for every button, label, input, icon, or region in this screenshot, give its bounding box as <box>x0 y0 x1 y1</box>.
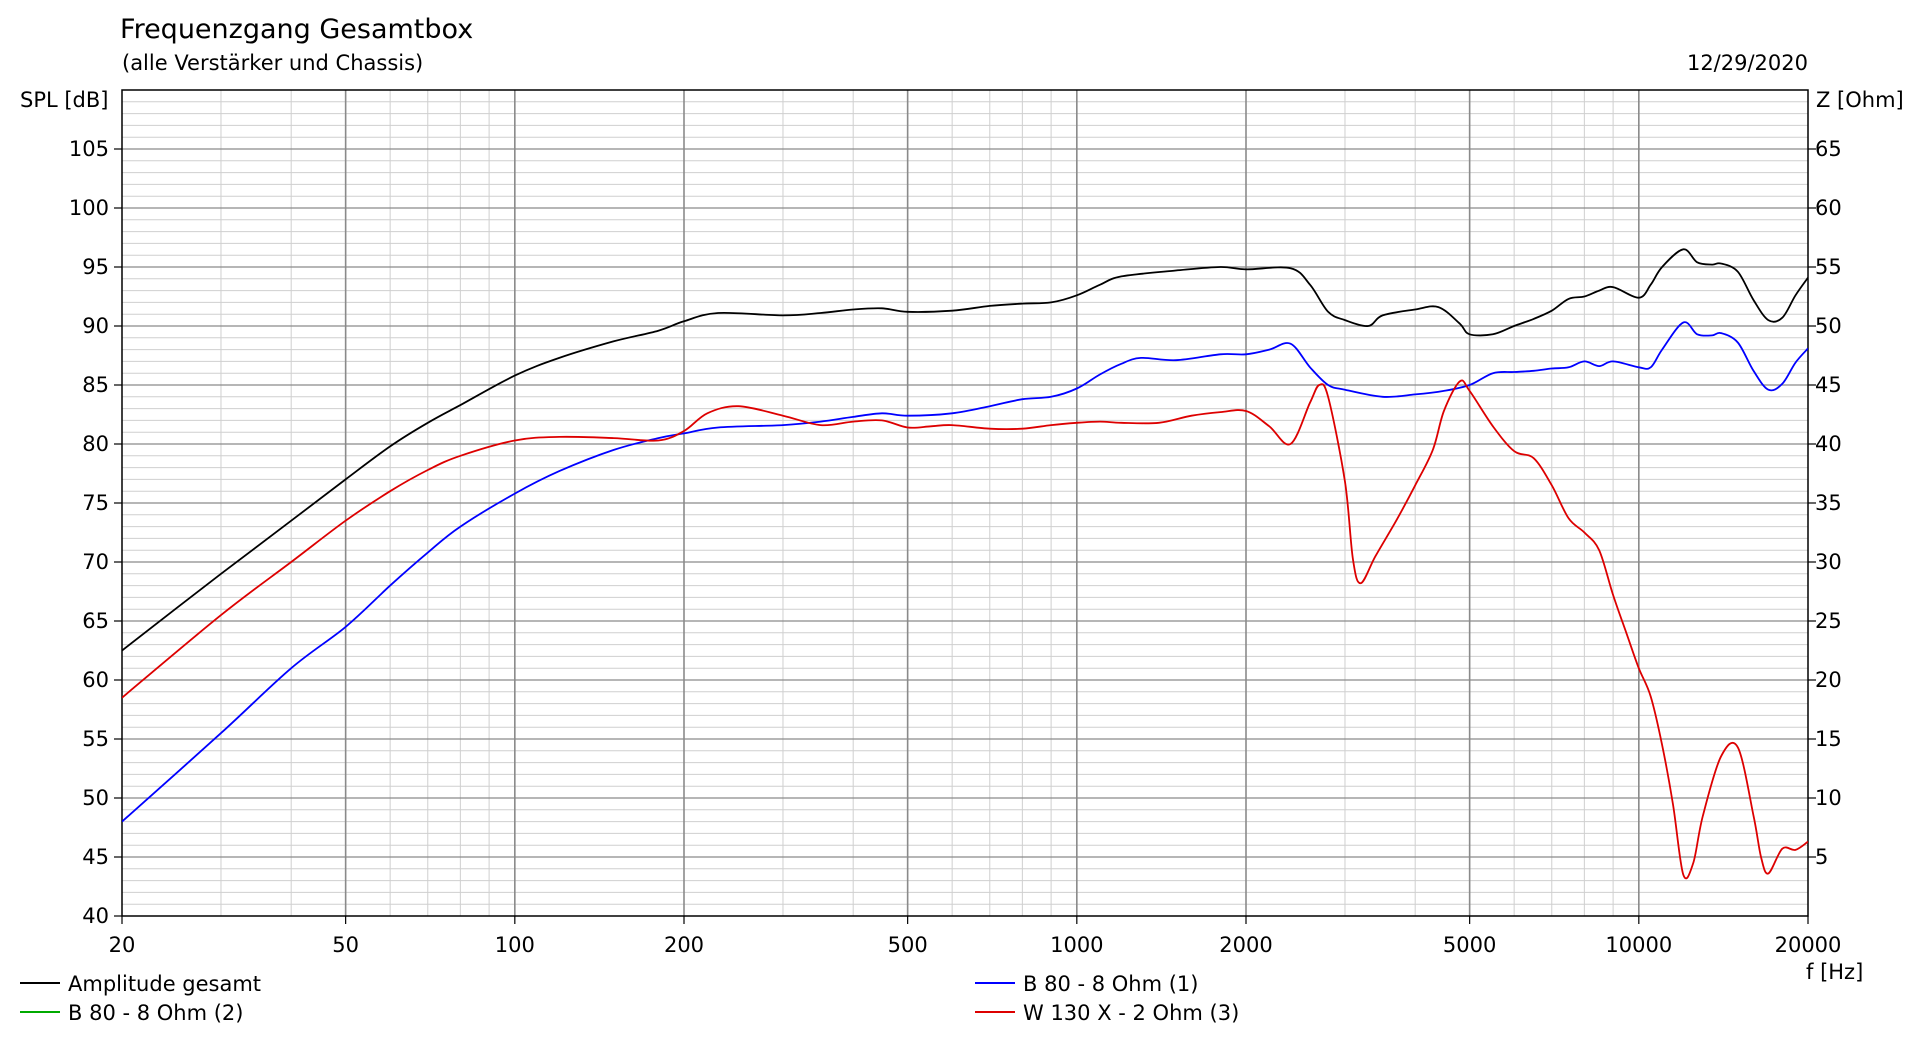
y-tick-label: 100 <box>69 196 109 220</box>
y-tick-label: 70 <box>82 550 109 574</box>
x-tick-label: 1000 <box>1050 933 1103 957</box>
y2-tick-label: 60 <box>1815 196 1842 220</box>
x-tick-label: 2000 <box>1219 933 1272 957</box>
x-tick-label: 50 <box>332 933 359 957</box>
major-grid <box>122 90 1808 916</box>
y-tick-label: 50 <box>82 786 109 810</box>
y2-tick-label: 50 <box>1815 314 1842 338</box>
chart-date: 12/29/2020 <box>1687 51 1808 75</box>
y2-tick-label: 35 <box>1815 491 1842 515</box>
y-axis-label: SPL [dB] <box>20 88 109 112</box>
y-tick-label: 85 <box>82 373 109 397</box>
y2-tick-label: 5 <box>1815 845 1828 869</box>
y-tick-label: 40 <box>82 904 109 928</box>
y2-tick-label: 15 <box>1815 727 1842 751</box>
legend-item-amplitude-gesamt: Amplitude gesamt <box>20 972 261 996</box>
series-line-b80-1 <box>122 321 1808 823</box>
y-tick-label: 95 <box>82 255 109 279</box>
legend-label-w130x: W 130 X - 2 Ohm (3) <box>1023 1001 1239 1025</box>
y2-tick-label: 25 <box>1815 609 1842 633</box>
series-line-amplitude-gesamt <box>122 248 1808 652</box>
x-tick-label: 500 <box>888 933 928 957</box>
x-tick-label: 20000 <box>1775 933 1842 957</box>
x-tick-label: 5000 <box>1443 933 1496 957</box>
y-tick-label: 90 <box>82 314 109 338</box>
chart-subtitle: (alle Verstärker und Chassis) <box>122 51 423 75</box>
y-tick-label: 65 <box>82 609 109 633</box>
legend: Amplitude gesamt B 80 - 8 Ohm (1) B 80 -… <box>20 972 1239 1025</box>
chart-title: Frequenzgang Gesamtbox <box>120 14 473 45</box>
y2-tick-label: 55 <box>1815 255 1842 279</box>
x-tick-label: 20 <box>109 933 136 957</box>
y2-tick-label: 20 <box>1815 668 1842 692</box>
x-tick-label: 100 <box>495 933 535 957</box>
x-tick-label: 10000 <box>1605 933 1672 957</box>
y2-tick-label: 45 <box>1815 373 1842 397</box>
y2-tick-label: 30 <box>1815 550 1842 574</box>
y-tick-label: 80 <box>82 432 109 456</box>
x-tick-label: 200 <box>664 933 704 957</box>
series-layer <box>122 248 1808 880</box>
legend-label-b80-1: B 80 - 8 Ohm (1) <box>1023 972 1199 996</box>
legend-item-w130x: W 130 X - 2 Ohm (3) <box>975 1001 1239 1025</box>
y-tick-label: 55 <box>82 727 109 751</box>
y-tick-label: 60 <box>82 668 109 692</box>
y2-tick-label: 10 <box>1815 786 1842 810</box>
y2-tick-label: 40 <box>1815 432 1842 456</box>
y-tick-label: 105 <box>69 137 109 161</box>
y2-axis-label: Z [Ohm] <box>1816 88 1904 112</box>
y2-tick-label: 65 <box>1815 137 1842 161</box>
legend-label-b80-2: B 80 - 8 Ohm (2) <box>68 1001 244 1025</box>
x-axis-label: f [Hz] <box>1806 960 1863 984</box>
y-tick-label: 45 <box>82 845 109 869</box>
series-line-w130x <box>122 379 1808 880</box>
legend-item-b80-1: B 80 - 8 Ohm (1) <box>975 972 1199 996</box>
legend-label-amplitude-gesamt: Amplitude gesamt <box>68 972 261 996</box>
legend-item-b80-2: B 80 - 8 Ohm (2) <box>20 1001 244 1025</box>
y-tick-label: 75 <box>82 491 109 515</box>
axis-layer: 1051009590858075706560555045406560555045… <box>69 137 1842 957</box>
